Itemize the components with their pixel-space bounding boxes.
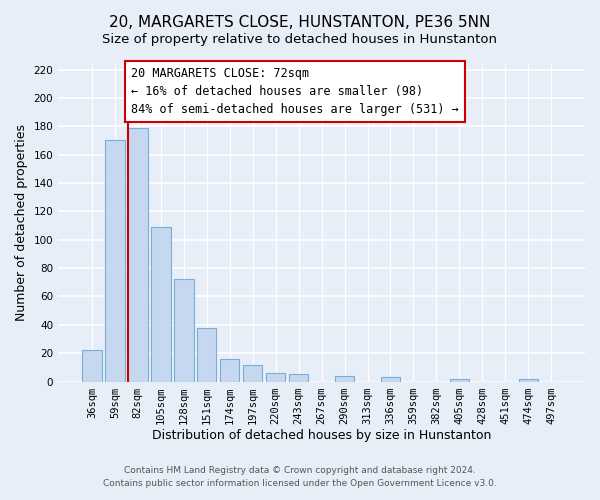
Bar	[105, 140, 125, 382]
Bar	[335, 376, 355, 382]
Bar	[518, 378, 538, 382]
Text: 20, MARGARETS CLOSE, HUNSTANTON, PE36 5NN: 20, MARGARETS CLOSE, HUNSTANTON, PE36 5N…	[109, 15, 491, 30]
Text: Size of property relative to detached houses in Hunstanton: Size of property relative to detached ho…	[103, 32, 497, 46]
Bar	[381, 378, 400, 382]
Text: Contains HM Land Registry data © Crown copyright and database right 2024.
Contai: Contains HM Land Registry data © Crown c…	[103, 466, 497, 487]
X-axis label: Distribution of detached houses by size in Hunstanton: Distribution of detached houses by size …	[152, 430, 491, 442]
Bar	[243, 364, 262, 382]
Y-axis label: Number of detached properties: Number of detached properties	[15, 124, 28, 320]
Bar	[82, 350, 101, 382]
Text: 20 MARGARETS CLOSE: 72sqm
← 16% of detached houses are smaller (98)
84% of semi-: 20 MARGARETS CLOSE: 72sqm ← 16% of detac…	[131, 67, 459, 116]
Bar	[449, 378, 469, 382]
Bar	[174, 280, 194, 382]
Bar	[197, 328, 217, 382]
Bar	[289, 374, 308, 382]
Bar	[266, 373, 286, 382]
Bar	[220, 359, 239, 382]
Bar	[151, 227, 170, 382]
Bar	[128, 128, 148, 382]
